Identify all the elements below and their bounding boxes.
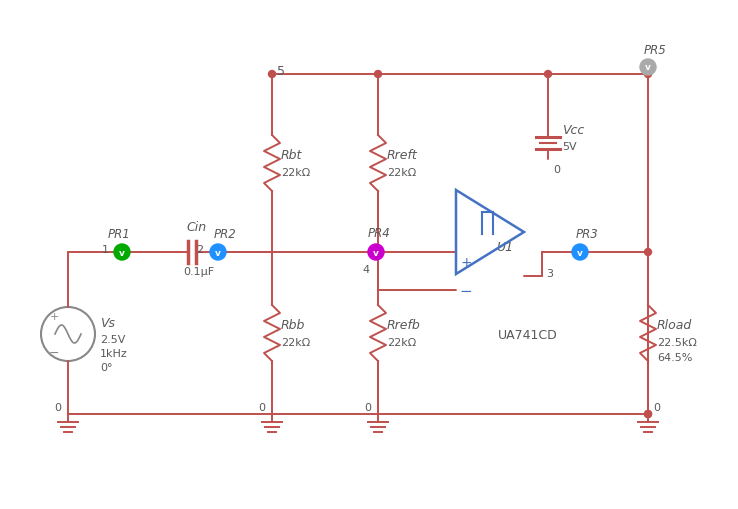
- Text: 22.5kΩ: 22.5kΩ: [657, 337, 697, 347]
- Circle shape: [374, 71, 382, 78]
- Text: PR3: PR3: [576, 228, 599, 241]
- Circle shape: [640, 60, 656, 76]
- Text: PR1: PR1: [108, 228, 131, 241]
- Text: 2: 2: [196, 244, 203, 254]
- Text: 0: 0: [54, 402, 61, 412]
- Text: Vcc: Vcc: [562, 124, 584, 137]
- Text: 4: 4: [362, 265, 369, 274]
- Text: Rrefb: Rrefb: [387, 318, 421, 331]
- Text: 5V: 5V: [562, 142, 576, 152]
- Text: UA741CD: UA741CD: [498, 328, 558, 342]
- Text: PR4: PR4: [368, 227, 390, 240]
- Text: v: v: [577, 248, 583, 257]
- Text: Rbt: Rbt: [281, 149, 303, 162]
- Circle shape: [215, 249, 221, 256]
- Text: 22kΩ: 22kΩ: [387, 167, 416, 178]
- Circle shape: [368, 244, 384, 261]
- Text: 22kΩ: 22kΩ: [281, 337, 310, 347]
- Text: Rbb: Rbb: [281, 318, 306, 331]
- Circle shape: [374, 249, 382, 256]
- Text: 0: 0: [364, 402, 371, 412]
- Text: 3: 3: [546, 268, 553, 278]
- Text: 22kΩ: 22kΩ: [281, 167, 310, 178]
- Text: PR2: PR2: [214, 228, 237, 241]
- Text: 5: 5: [277, 65, 285, 78]
- Text: v: v: [645, 64, 651, 72]
- Text: Vs: Vs: [100, 317, 115, 329]
- Circle shape: [374, 249, 382, 256]
- Text: 1kHz: 1kHz: [100, 348, 128, 358]
- Text: Cin: Cin: [186, 220, 206, 234]
- Text: Rreft: Rreft: [387, 149, 418, 162]
- Circle shape: [644, 411, 652, 418]
- Circle shape: [644, 71, 652, 78]
- Text: −: −: [49, 346, 59, 359]
- Circle shape: [572, 244, 588, 261]
- Text: 0: 0: [553, 165, 560, 175]
- Text: U1: U1: [496, 241, 513, 253]
- Text: Rload: Rload: [657, 318, 692, 331]
- Text: 0: 0: [653, 402, 660, 412]
- Text: 22kΩ: 22kΩ: [387, 337, 416, 347]
- Text: v: v: [215, 248, 221, 257]
- Text: 2.5V: 2.5V: [100, 334, 125, 344]
- Text: 0.1μF: 0.1μF: [183, 267, 214, 276]
- Text: −: −: [460, 283, 472, 298]
- Circle shape: [644, 249, 652, 256]
- Text: +: +: [49, 312, 59, 321]
- Text: v: v: [373, 248, 379, 257]
- Text: +: +: [461, 256, 472, 269]
- Text: 1: 1: [102, 244, 109, 254]
- Circle shape: [210, 244, 226, 261]
- Text: PR5: PR5: [644, 44, 666, 57]
- Circle shape: [545, 71, 551, 78]
- Circle shape: [114, 244, 130, 261]
- Text: 64.5%: 64.5%: [657, 352, 692, 362]
- Text: 0°: 0°: [100, 362, 112, 372]
- Text: v: v: [119, 248, 125, 257]
- Text: 0: 0: [258, 402, 265, 412]
- Circle shape: [269, 71, 275, 78]
- Circle shape: [644, 411, 652, 418]
